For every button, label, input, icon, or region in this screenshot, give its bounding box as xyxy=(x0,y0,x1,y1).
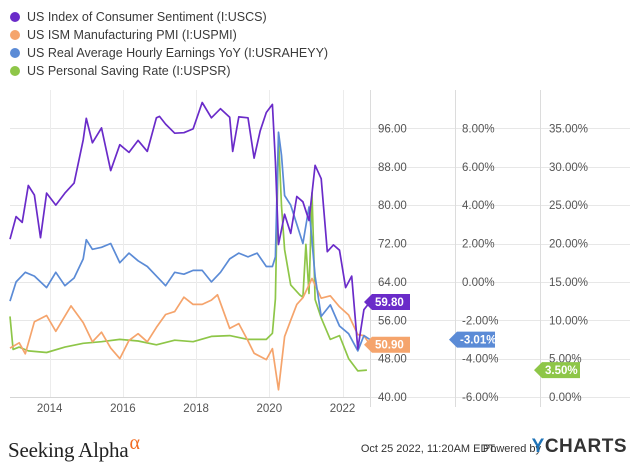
x-tick-label: 2020 xyxy=(257,403,283,415)
series-line-0 xyxy=(9,101,371,350)
alpha-icon: α xyxy=(129,432,140,454)
y-tick-label: 15.00% xyxy=(549,277,588,289)
y-tick-label: 80.00 xyxy=(378,200,407,212)
chart-legend: US Index of Consumer Sentiment (I:USCS) … xyxy=(10,8,328,80)
series-line-3 xyxy=(9,136,367,372)
y-tick-label: 10.00% xyxy=(549,315,588,327)
legend-swatch-real-earnings xyxy=(10,48,20,58)
legend-item-ism-pmi[interactable]: US ISM Manufacturing PMI (I:USPMI) xyxy=(10,26,328,44)
last-value-flag-1 xyxy=(364,336,410,353)
last-value-label-3: 3.50% xyxy=(545,365,578,377)
y-tick-label: 30.00% xyxy=(549,162,588,174)
x-tick-label: 2016 xyxy=(110,403,136,415)
last-value-label-1: 50.90 xyxy=(375,340,404,352)
legend-label: US Index of Consumer Sentiment (I:USCS) xyxy=(27,10,267,24)
x-tick-label: 2018 xyxy=(183,403,209,415)
y-tick-label: 8.00% xyxy=(462,123,495,135)
legend-swatch-consumer-sentiment xyxy=(10,12,20,22)
ycharts-wordmark: CHARTS xyxy=(544,436,627,457)
legend-item-real-earnings[interactable]: US Real Average Hourly Earnings YoY (I:U… xyxy=(10,44,328,62)
last-value-flag-0 xyxy=(364,294,410,311)
x-tick-label: 2014 xyxy=(37,403,63,415)
y-tick-label: 6.00% xyxy=(462,162,495,174)
last-value-label-0: 59.80 xyxy=(375,297,404,309)
y-tick-label: 35.00% xyxy=(549,123,588,135)
powered-by-label: Powered by xyxy=(482,443,541,455)
last-value-flag-2 xyxy=(449,331,495,348)
ycharts-y-mark: Y xyxy=(531,436,545,457)
y-tick-label: 72.00 xyxy=(378,239,407,251)
chart-timestamp: Oct 25 2022, 11:20AM EDT. xyxy=(360,443,497,455)
y-tick-label: 56.00 xyxy=(378,315,407,327)
y-tick-label: -2.00% xyxy=(462,315,498,327)
last-value-flag-3 xyxy=(534,362,580,379)
brand-name: Seeking Alpha xyxy=(8,438,129,462)
legend-label: US ISM Manufacturing PMI (I:USPMI) xyxy=(27,28,237,42)
seeking-alpha-logo[interactable]: Seeking Alphaα xyxy=(8,432,140,463)
legend-label: US Personal Saving Rate (I:USPSR) xyxy=(27,64,231,78)
chart-canvas: 2014 2016 2018 2020 2022 96.00 88.00 80.00 72.00… xyxy=(9,90,630,415)
legend-swatch-saving-rate xyxy=(10,66,20,76)
legend-item-consumer-sentiment[interactable]: US Index of Consumer Sentiment (I:USCS) xyxy=(10,8,328,26)
legend-label: US Real Average Hourly Earnings YoY (I:U… xyxy=(27,46,329,60)
ycharts-logo[interactable]: YCHARTS xyxy=(532,436,627,458)
y-tick-label: 40.00 xyxy=(378,392,407,404)
y-tick-label: 0.00% xyxy=(462,277,495,289)
series-line-1 xyxy=(9,277,371,391)
series-line-2 xyxy=(9,131,371,352)
y-tick-label: 0.00% xyxy=(549,392,582,404)
y-tick-label: 20.00% xyxy=(549,239,588,251)
y-tick-label: 25.00% xyxy=(549,200,588,212)
last-value-label-2: -3.01% xyxy=(460,335,496,347)
legend-item-saving-rate[interactable]: US Personal Saving Rate (I:USPSR) xyxy=(10,62,328,80)
y-tick-label: -4.00% xyxy=(462,354,498,366)
y-tick-label: 64.00 xyxy=(378,277,407,289)
y-tick-label: 96.00 xyxy=(378,123,407,135)
y-tick-label: 48.00 xyxy=(378,354,407,366)
chart-footer: Seeking Alphaα Oct 25 2022, 11:20AM EDT.… xyxy=(0,427,635,467)
y-tick-label: -6.00% xyxy=(462,392,498,404)
y-tick-label: 88.00 xyxy=(378,162,407,174)
legend-swatch-ism-pmi xyxy=(10,30,20,40)
x-tick-label: 2022 xyxy=(330,403,356,415)
y-tick-label: 4.00% xyxy=(462,200,495,212)
y-tick-label: 2.00% xyxy=(462,239,495,251)
